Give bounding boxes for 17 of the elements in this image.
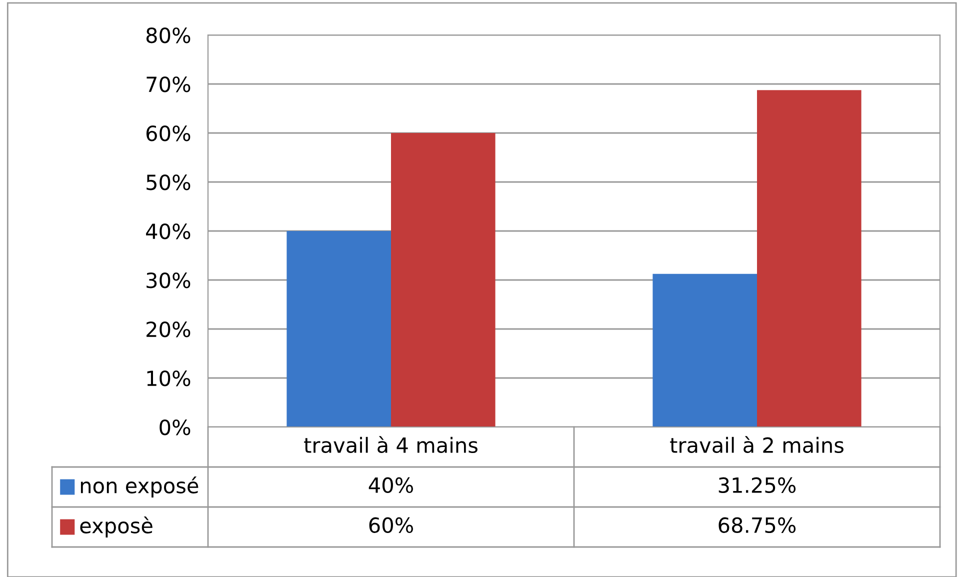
data-label: 31.25% [718, 477, 796, 494]
data-label: 68.75% [718, 517, 796, 534]
y-tick-label: 30% [146, 272, 190, 288]
y-tick-label: 40% [146, 223, 190, 240]
legend-label: exposè [80, 516, 152, 538]
y-tick-label: 0% [160, 419, 190, 436]
y-tick-label: 50% [146, 174, 190, 190]
legend-label: non exposé [80, 476, 198, 498]
y-tick-label: 60% [146, 125, 190, 142]
x-tick-label: travail à 2 mains [670, 436, 844, 454]
y-tick-label: 70% [146, 76, 190, 92]
x-tick-label: travail à 4 mains [304, 436, 478, 454]
data-label: 60% [369, 517, 414, 534]
data-label: 40% [368, 477, 414, 494]
y-tick-label: 80% [146, 27, 190, 44]
y-tick-label: 10% [147, 370, 190, 386]
y-tick-label: 20% [146, 321, 190, 338]
